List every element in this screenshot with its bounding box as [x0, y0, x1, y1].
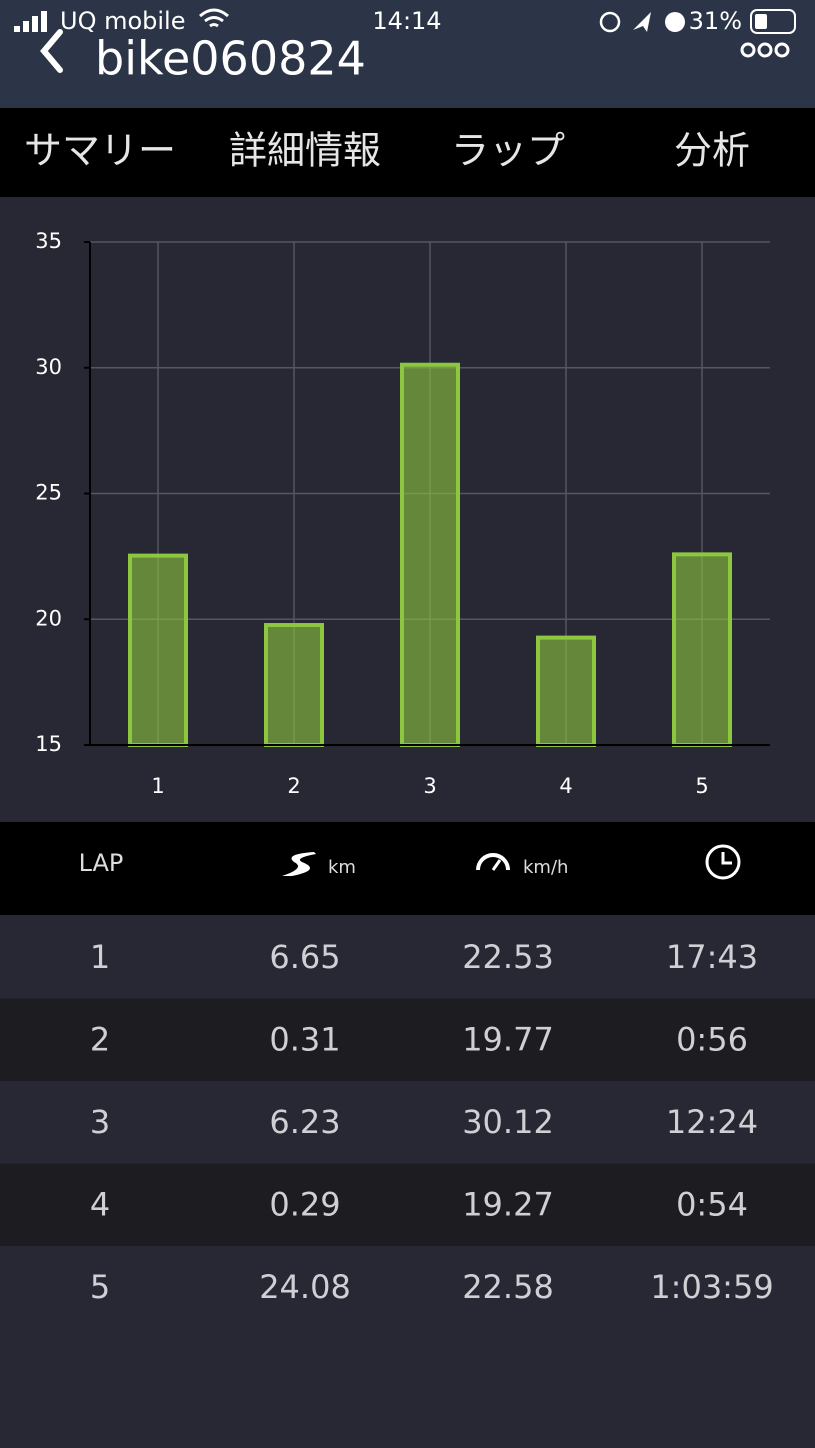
table-cell: 1: [90, 938, 110, 976]
table-row: [0, 998, 815, 1081]
y-tick-label: 15: [35, 732, 62, 756]
table-cell: 0.31: [269, 1021, 340, 1059]
table-cell: 0.29: [269, 1186, 340, 1224]
table-cell: 22.53: [462, 938, 554, 976]
distance-icon: [282, 852, 316, 876]
y-tick-label: 20: [35, 606, 62, 630]
lock-icon: [599, 11, 621, 33]
x-tick-label: 2: [287, 774, 300, 798]
table-cell: 3: [90, 1103, 110, 1141]
distance-unit: km: [328, 857, 356, 878]
table-cell: 24.08: [259, 1268, 351, 1306]
bar: [400, 362, 460, 747]
x-tick-label: 4: [559, 774, 572, 798]
tab-bar: [0, 108, 815, 197]
time-hands: [721, 852, 732, 865]
speed-needle: [491, 859, 502, 871]
tab[interactable]: ラップ: [451, 129, 565, 173]
table-cell: 2: [90, 1021, 110, 1059]
table-row: [0, 1246, 815, 1329]
location-icon: [633, 12, 651, 32]
signal-icon: [14, 11, 47, 32]
speed-icon: [476, 853, 510, 871]
battery-icon: [750, 9, 796, 34]
x-tick-label: 5: [695, 774, 708, 798]
table-cell: 0:56: [676, 1021, 748, 1059]
table-header-bg: [0, 822, 815, 915]
alarm-icon: [665, 12, 685, 32]
speed-unit: km/h: [523, 857, 568, 878]
y-tick-label: 35: [35, 229, 62, 253]
table-row: [0, 1081, 815, 1164]
tab[interactable]: 分析: [674, 129, 750, 173]
tab[interactable]: 詳細情報: [229, 129, 381, 173]
page-title: bike060824: [95, 32, 366, 86]
table-cell: 6.65: [269, 938, 340, 976]
table-row: [0, 916, 815, 999]
table-cell: 30.12: [462, 1103, 554, 1141]
table-cell: 4: [90, 1186, 110, 1224]
table-cell: 6.23: [269, 1103, 340, 1141]
bar: [672, 552, 732, 747]
y-tick-label: 25: [35, 481, 62, 505]
wifi-icon: [199, 8, 229, 28]
clock: 14:14: [372, 7, 441, 35]
table-cell: 12:24: [666, 1103, 758, 1141]
table-cell: 22.58: [462, 1268, 554, 1306]
table-cell: 19.77: [462, 1021, 554, 1059]
table-cell: 17:43: [666, 938, 758, 976]
battery-level: [755, 14, 767, 29]
y-tick-label: 30: [35, 355, 62, 379]
carrier: UQ mobile: [60, 7, 185, 35]
battery-text: 31%: [689, 7, 742, 35]
time-icon: [705, 844, 741, 880]
table-cell: 0:54: [676, 1186, 748, 1224]
table-cell: 1:03:59: [650, 1268, 773, 1306]
table-cell: 5: [90, 1268, 110, 1306]
back-button[interactable]: [40, 29, 63, 73]
bar: [264, 623, 324, 747]
x-tick-label: 1: [151, 774, 164, 798]
bar: [536, 635, 596, 747]
bar: [128, 553, 188, 747]
lap-header: LAP: [79, 849, 124, 877]
x-tick-label: 3: [423, 774, 436, 798]
more-button[interactable]: [740, 42, 790, 58]
tab[interactable]: サマリー: [24, 129, 176, 173]
table-cell: 19.27: [462, 1186, 554, 1224]
table-row: [0, 1163, 815, 1246]
